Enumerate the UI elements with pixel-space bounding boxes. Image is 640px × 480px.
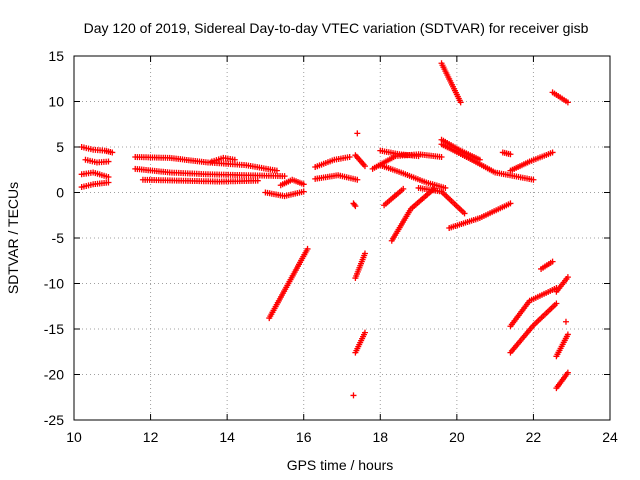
x-tick-label: 14 [219, 429, 235, 445]
data-point-marker [457, 99, 464, 106]
series-arc-29 [446, 200, 514, 231]
data-point-marker [549, 258, 556, 265]
series-arc-31 [507, 149, 556, 174]
series-arc-33 [507, 300, 560, 356]
y-axis-label: SDTVAR / TECUs [5, 182, 21, 294]
series-arc-15 [352, 250, 368, 282]
y-tick-label: -20 [44, 367, 64, 383]
series-arc-39 [562, 318, 569, 325]
y-tick-label: 5 [56, 139, 64, 155]
series-arc-22 [377, 162, 449, 191]
data-point-marker [300, 188, 307, 195]
series-arc-38 [553, 369, 571, 392]
series-arc-25 [415, 184, 468, 217]
y-tick-label: -10 [44, 276, 64, 292]
x-axis-label: GPS time / hours [287, 457, 394, 473]
data-point-marker [507, 200, 514, 207]
data-point-marker [304, 245, 311, 252]
data-point-marker [564, 274, 571, 281]
axis-ticks: 10 12 14 16 18 20 22 24 -25 -20 -15 -10 -5 0 5 10 15 [44, 48, 618, 445]
x-tick-label: 24 [602, 429, 618, 445]
series-arc-37 [553, 331, 571, 360]
series-arc-28 [438, 60, 464, 106]
series-arc-35 [549, 89, 571, 106]
data-point-marker [361, 250, 368, 257]
data-point-marker [254, 177, 261, 184]
series-arc-03 [78, 169, 112, 181]
series-arc-23 [381, 185, 407, 209]
series-arc-26 [438, 141, 537, 183]
series-arc-07 [139, 176, 261, 185]
chart-title: Day 120 of 2019, Sidereal Day-to-day VTE… [84, 20, 589, 36]
x-tick-label: 20 [449, 429, 465, 445]
series-arc-30 [499, 149, 514, 158]
data-point-marker [346, 154, 353, 161]
data-point-marker [300, 181, 307, 188]
data-point-marker [105, 158, 112, 165]
series-arc-21 [377, 147, 422, 160]
series-arc-13 [312, 172, 361, 183]
data-point-marker [461, 210, 468, 217]
data-point-marker [361, 163, 368, 170]
y-tick-label: -25 [44, 412, 64, 428]
series-arc-11 [266, 245, 311, 322]
series-arc-10 [277, 176, 307, 189]
series-arc-06 [132, 165, 288, 180]
data-point-marker [109, 149, 116, 156]
data-point-marker [476, 156, 483, 163]
data-point-marker [507, 151, 514, 158]
series-arc-16 [352, 329, 368, 356]
series-arc-34 [538, 258, 556, 272]
data-point-marker [281, 173, 288, 180]
y-tick-label: -15 [44, 321, 64, 337]
series-arc-02 [82, 156, 112, 166]
data-point-marker [562, 318, 569, 325]
data-point-marker [231, 156, 238, 163]
data-point-marker [354, 176, 361, 183]
data-point-marker [415, 153, 422, 160]
data-point-marker [105, 179, 112, 186]
series-arc-12 [312, 154, 353, 171]
x-tick-label: 18 [372, 429, 388, 445]
x-tick-label: 10 [66, 429, 82, 445]
data-point-marker [438, 154, 445, 161]
series-arc-24 [388, 185, 437, 244]
series-arc-18 [354, 130, 361, 137]
data-point-marker [564, 331, 571, 338]
data-point-marker [549, 149, 556, 156]
series-arc-09 [262, 188, 307, 200]
series-arc-17 [350, 200, 359, 210]
series-arc-14 [352, 152, 368, 170]
y-tick-label: 10 [48, 94, 64, 110]
y-tick-label: 0 [56, 185, 64, 201]
series-arc-27 [438, 136, 483, 163]
y-tick-label: 15 [48, 48, 64, 64]
data-point-marker [400, 185, 407, 192]
data-point-marker [564, 99, 571, 106]
x-tick-label: 22 [526, 429, 542, 445]
series-arc-04 [78, 179, 112, 191]
data-point-marker [564, 369, 571, 376]
series-arc-08 [208, 154, 238, 165]
data-point-marker [361, 329, 368, 336]
data-point-marker [530, 176, 537, 183]
x-tick-label: 12 [143, 429, 159, 445]
data-point-marker [553, 300, 560, 307]
data-point-marker [105, 174, 112, 181]
series-arc-01 [78, 144, 116, 156]
series-arc-19 [350, 392, 357, 399]
data-point-marker [273, 167, 280, 174]
data-point-marker [442, 184, 449, 191]
data-series [78, 60, 571, 399]
data-point-marker [352, 203, 359, 210]
series-arc-05 [132, 154, 280, 174]
data-point-marker [354, 130, 361, 137]
grid [74, 56, 610, 420]
y-tick-label: -5 [52, 230, 65, 246]
x-tick-label: 16 [296, 429, 312, 445]
data-point-marker [350, 392, 357, 399]
series-arc-36 [553, 274, 571, 295]
